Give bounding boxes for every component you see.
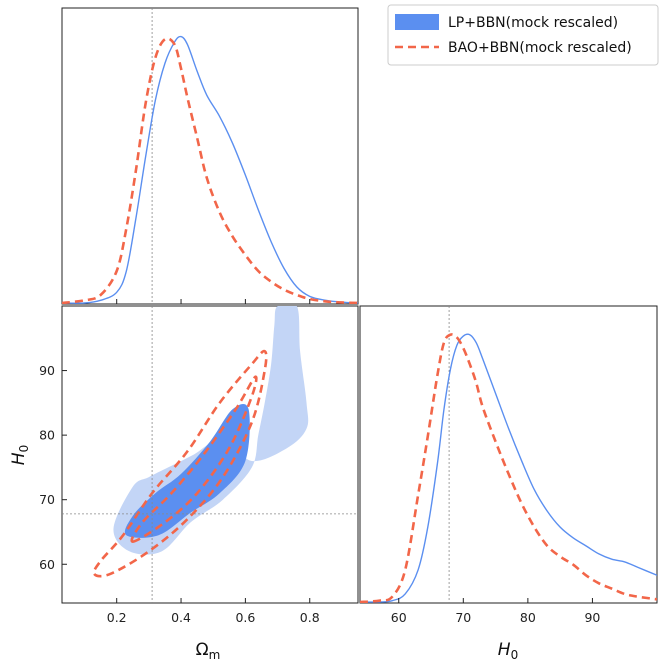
h0-bao-curve xyxy=(360,333,657,603)
bao-95-contour xyxy=(92,349,268,578)
h0-tick-label: 80 xyxy=(39,428,55,443)
omega-m-h0-joint-panel: 0.2 0.4 0.6 0.8 60 70 80 90 Ωm H0 xyxy=(9,305,359,662)
h0-tick-label: 60 xyxy=(39,557,55,572)
legend-box xyxy=(387,4,659,66)
legend-lp-label: LP+BBN(mock rescaled) xyxy=(448,15,618,31)
joint-y-ticks: 60 70 80 90 xyxy=(39,363,67,572)
bao-68-contour xyxy=(130,375,258,543)
h0-axis-label-bottom: H0 xyxy=(498,640,518,662)
omega-m-marginal-panel xyxy=(61,7,359,305)
h0-lp-curve xyxy=(360,333,657,603)
h0-axis-label-left: H0 xyxy=(9,445,31,465)
omega-m-tick-label: 0.8 xyxy=(300,610,320,625)
lp-68-contour xyxy=(124,403,250,538)
h0-marginal-frame xyxy=(359,305,658,604)
h0-tick-label: 70 xyxy=(39,492,55,507)
omega-m-tick-label: 0.6 xyxy=(235,610,255,625)
omega-m-marginal-frame xyxy=(61,7,359,305)
joint-x-ticks: 0.2 0.4 0.6 0.8 xyxy=(107,598,320,625)
h0-marginal-tick-label: 80 xyxy=(520,610,536,625)
h0-x-ticks: 60 70 80 90 xyxy=(391,598,600,625)
h0-marginal-tick-label: 90 xyxy=(584,610,600,625)
legend-lp-swatch xyxy=(395,14,439,30)
h0-marginal-panel: 60 70 80 90 H0 xyxy=(359,305,658,662)
legend: LP+BBN(mock rescaled) BAO+BBN(mock resca… xyxy=(387,4,659,66)
omega-m-tick-label: 0.4 xyxy=(171,610,191,625)
h0-tick-label: 90 xyxy=(39,363,55,378)
h0-marginal-tick-label: 60 xyxy=(391,610,407,625)
h0-marginal-tick-label: 70 xyxy=(455,610,471,625)
omega-m-axis-label: Ωm xyxy=(196,640,221,662)
omega-m-lp-curve xyxy=(62,35,358,304)
legend-bao-label: BAO+BBN(mock rescaled) xyxy=(448,40,632,56)
omega-m-tick-label: 0.2 xyxy=(107,610,127,625)
